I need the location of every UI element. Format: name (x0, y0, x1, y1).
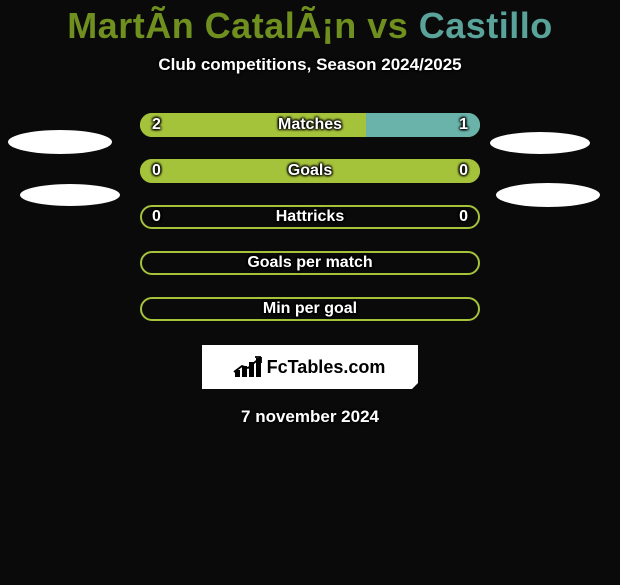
stat-bar-outline (140, 205, 480, 229)
stat-value-left: 0 (140, 205, 173, 229)
stat-bar-track: 00Goals (140, 159, 480, 183)
logo-box: FcTables.com (202, 345, 418, 389)
stat-bar-track: Min per goal (140, 297, 480, 321)
placeholder-ellipse (20, 184, 120, 206)
placeholder-ellipse (496, 183, 600, 207)
vs-text: vs (367, 5, 419, 46)
stat-row: Goals per match (0, 251, 620, 275)
stat-value-right: 0 (447, 159, 480, 183)
player2-name: Castillo (419, 5, 553, 46)
stat-value-left: 2 (140, 113, 173, 137)
stat-row: 00Hattricks (0, 205, 620, 229)
comparison-title: MartÃ­n CatalÃ¡n vs Castillo (0, 5, 620, 47)
stat-bar-track: 21Matches (140, 113, 480, 137)
logo-text: FcTables.com (267, 357, 386, 378)
stat-bar-fill-left (140, 159, 480, 183)
date-text: 7 november 2024 (0, 407, 620, 427)
stat-bar-outline (140, 297, 480, 321)
placeholder-ellipse (8, 130, 112, 154)
stat-bar-outline (140, 251, 480, 275)
stat-value-right: 1 (447, 113, 480, 137)
stat-bar-track: Goals per match (140, 251, 480, 275)
stat-row: 00Goals (0, 159, 620, 183)
subtitle: Club competitions, Season 2024/2025 (0, 55, 620, 75)
stat-value-left: 0 (140, 159, 173, 183)
player1-name: MartÃ­n CatalÃ¡n (67, 5, 357, 46)
stat-bar-track: 00Hattricks (140, 205, 480, 229)
placeholder-ellipse (490, 132, 590, 154)
stat-value-right: 0 (447, 205, 480, 229)
stat-bar-fill-left (140, 113, 366, 137)
stat-row: Min per goal (0, 297, 620, 321)
logo-chart-icon (235, 357, 261, 377)
